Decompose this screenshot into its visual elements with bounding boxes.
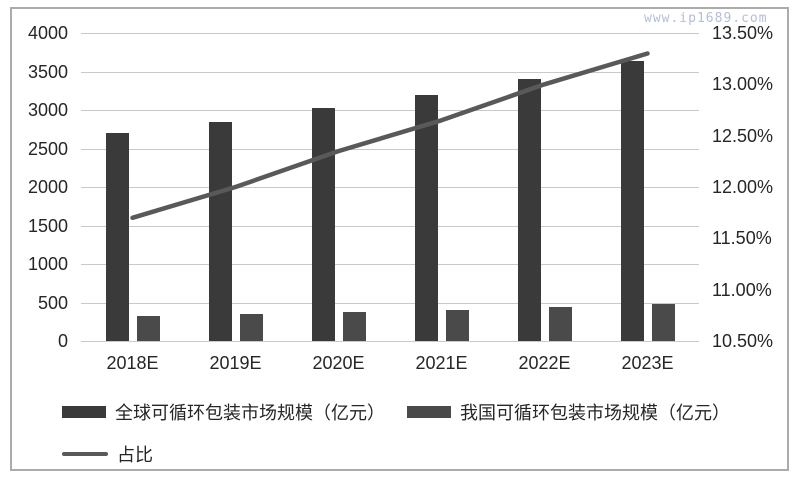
legend-label-ratio: 占比	[117, 445, 153, 465]
legend-label-china: 我国可循环包装市场规模（亿元）	[460, 403, 730, 423]
left-axis-tick-label: 3500	[27, 61, 68, 82]
x-axis-label-2018E: 2018E	[106, 353, 159, 373]
chart-frame: www.ip1689.com 4000 3500 3000 2500 2000 1500 1…	[10, 7, 789, 471]
right-axis-tick-label: 10.50%	[712, 331, 774, 351]
gridline	[81, 110, 699, 111]
x-axis-label-2019E: 2019E	[209, 353, 262, 373]
bar-china-2018E	[136, 316, 160, 341]
gridline	[81, 187, 699, 188]
legend-label-global: 全球可循环包装市场规模（亿元）	[115, 403, 385, 423]
right-axis-tick-label: 13.50%	[712, 23, 774, 43]
bar-china-2022E	[548, 307, 572, 341]
gridline	[81, 225, 699, 227]
gridline	[81, 341, 699, 342]
bar-global-2021E	[414, 94, 438, 341]
bar-global-2019E	[208, 121, 232, 341]
right-axis-tick-label: 11.00%	[712, 279, 772, 300]
x-axis-label-2022E: 2022E	[518, 353, 571, 373]
bar-china-2021E	[445, 310, 469, 341]
left-axis-tick-label: 2000	[27, 177, 68, 197]
legend-row-line: 占比	[62, 441, 762, 467]
gridline	[81, 264, 699, 265]
gridline	[81, 71, 699, 73]
left-axis-tick-label: 1000	[27, 254, 68, 274]
bar-china-2020E	[342, 311, 366, 341]
right-axis-tick-label: 12.00%	[712, 177, 774, 197]
ratio-line-layer	[130, 51, 650, 221]
bar-global-2023E	[620, 60, 644, 341]
bar-china-2019E	[239, 314, 263, 341]
right-axis-tick-label: 13.00%	[712, 74, 774, 95]
bar-global-2020E	[311, 108, 335, 341]
gridline	[81, 302, 699, 304]
left-axis-tick-label: 0	[57, 331, 68, 351]
bar-china-2023E	[651, 304, 675, 341]
left-axis-tick-label: 3000	[27, 100, 68, 120]
left-axis-tick-label: 500	[37, 292, 68, 313]
legend-swatch-china-bar	[407, 406, 451, 418]
legend-swatch-global-bar	[62, 406, 106, 418]
left-axis-tick-label: 1500	[27, 215, 68, 236]
x-axis-label-2021E: 2021E	[415, 353, 468, 373]
right-axis-tick-label: 11.50%	[712, 228, 772, 249]
legend-row-bars: 全球可循环包装市场规模（亿元） 我国可循环包装市场规模（亿元）	[62, 399, 762, 425]
gridline	[81, 33, 699, 34]
gridline	[81, 148, 699, 150]
left-axis-tick-label: 4000	[27, 23, 68, 43]
bar-global-2018E	[105, 133, 129, 341]
left-axis-tick-label: 2500	[27, 138, 68, 159]
legend: 全球可循环包装市场规模（亿元） 我国可循环包装市场规模（亿元） 占比	[62, 399, 762, 482]
x-axis-label-2020E: 2020E	[312, 353, 365, 373]
legend-swatch-ratio-line	[62, 452, 108, 456]
x-axis-label-2023E: 2023E	[621, 353, 674, 373]
ratio-line	[130, 51, 650, 221]
watermark: www.ip1689.com	[644, 11, 768, 26]
right-axis-tick-label: 12.50%	[712, 125, 774, 146]
bar-global-2022E	[517, 79, 541, 341]
